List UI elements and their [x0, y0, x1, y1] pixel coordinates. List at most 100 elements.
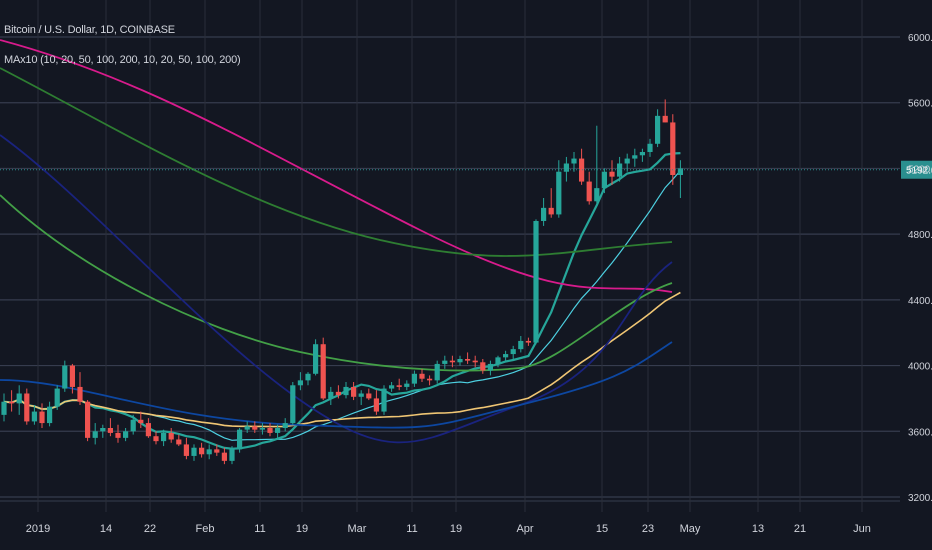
- candle-body: [571, 158, 577, 164]
- candle-body: [510, 349, 516, 355]
- y-tick-label: 5600.00: [908, 99, 932, 110]
- candle-body: [503, 354, 509, 358]
- candle-body: [655, 115, 661, 144]
- ma-200-line: [0, 39, 673, 293]
- candle-body: [214, 449, 220, 453]
- candle-body: [229, 449, 235, 461]
- ma-50-line: [3, 291, 681, 428]
- x-tick-label: 2019: [26, 523, 50, 535]
- candle-body: [351, 386, 357, 397]
- x-tick-label: 19: [450, 523, 462, 535]
- x-tick-label: 22: [144, 523, 156, 535]
- y-tick-label: 4400.00: [908, 296, 932, 307]
- candle-body: [670, 122, 676, 175]
- candle-body: [107, 428, 113, 433]
- last-price-label-bg: [901, 160, 932, 179]
- candle-body: [130, 419, 136, 432]
- candle-body: [594, 188, 600, 202]
- candle-body: [411, 373, 417, 384]
- last-price-label: 5192.01: [906, 166, 932, 177]
- candle-body: [77, 386, 83, 402]
- candle-body: [404, 383, 410, 387]
- candle-body: [9, 401, 15, 404]
- candle-body: [85, 401, 91, 438]
- candle-body: [647, 143, 653, 152]
- ma-200-alt-line: [0, 341, 673, 429]
- candle-body: [206, 449, 212, 455]
- y-tick-label: 4000.00: [908, 362, 932, 373]
- candle-body: [389, 385, 395, 389]
- candle-body: [434, 363, 440, 381]
- candle-body: [115, 432, 121, 438]
- candle-body: [244, 426, 250, 430]
- candle-body: [457, 359, 463, 363]
- candle-body: [525, 340, 531, 343]
- candle-body: [624, 158, 630, 164]
- candle-body: [267, 428, 273, 433]
- candle-body: [632, 155, 638, 159]
- candle-body: [328, 391, 334, 399]
- x-tick-label: Mar: [348, 523, 367, 535]
- candle-body: [533, 221, 539, 343]
- candle-body: [1, 401, 7, 415]
- candle-body: [617, 163, 623, 177]
- chart-legend-title: Bitcoin / U.S. Dollar, 1D, COINBASE: [4, 24, 175, 36]
- candle-body: [373, 398, 379, 412]
- candle-body: [62, 365, 68, 389]
- candle-body: [579, 158, 585, 182]
- candle-body: [358, 393, 364, 397]
- candle-body: [396, 385, 402, 387]
- candle-body: [138, 419, 144, 424]
- candle-body: [556, 171, 562, 215]
- candle-body: [290, 385, 296, 424]
- candle-body: [168, 432, 174, 440]
- candle-body: [16, 393, 22, 404]
- y-tick-label: 3600.00: [908, 427, 932, 438]
- candle-body: [335, 391, 341, 396]
- candle-body: [427, 378, 433, 381]
- chart-legend-indicator: MAx10 (10, 20, 50, 100, 200, 10, 20, 50,…: [4, 54, 241, 66]
- candle-body: [677, 168, 683, 175]
- candle-body: [183, 444, 189, 456]
- candle-body: [39, 411, 45, 424]
- candle-body: [518, 340, 524, 350]
- candle-body: [548, 207, 554, 215]
- ma-10-thick-line: [3, 152, 681, 450]
- x-tick-label: 21: [794, 523, 806, 535]
- candle-body: [541, 207, 547, 221]
- x-tick-label: 15: [596, 523, 608, 535]
- x-tick-label: 14: [100, 523, 112, 535]
- candle-body: [153, 436, 159, 442]
- candle-body: [495, 357, 501, 364]
- candle-body: [275, 428, 281, 433]
- candle-body: [381, 388, 387, 412]
- candle-body: [221, 452, 227, 461]
- x-tick-label: Feb: [196, 523, 215, 535]
- y-tick-label: 3200.00: [908, 493, 932, 504]
- x-tick-label: 23: [642, 523, 654, 535]
- candle-body: [472, 360, 478, 363]
- candle-body: [449, 360, 455, 363]
- candle-body: [609, 171, 615, 177]
- candle-body: [601, 171, 607, 189]
- candle-body: [419, 373, 425, 379]
- candle-body: [100, 428, 106, 432]
- candle-body: [480, 362, 486, 371]
- candle-body: [47, 406, 53, 424]
- candle-body: [313, 344, 319, 374]
- candle-body: [297, 380, 303, 386]
- x-tick-label: May: [680, 523, 701, 535]
- ma-100-alt-line: [0, 194, 673, 372]
- candle-body: [69, 365, 75, 387]
- x-tick-label: Jun: [853, 523, 871, 535]
- candle-body: [54, 388, 60, 407]
- candle-body: [252, 426, 258, 430]
- candle-body: [366, 393, 372, 399]
- candle-body: [639, 152, 645, 156]
- y-tick-label: 6000.00: [908, 33, 932, 44]
- candle-body: [176, 439, 182, 445]
- candle-body: [237, 429, 243, 450]
- ma-50-alt-line: [0, 134, 673, 444]
